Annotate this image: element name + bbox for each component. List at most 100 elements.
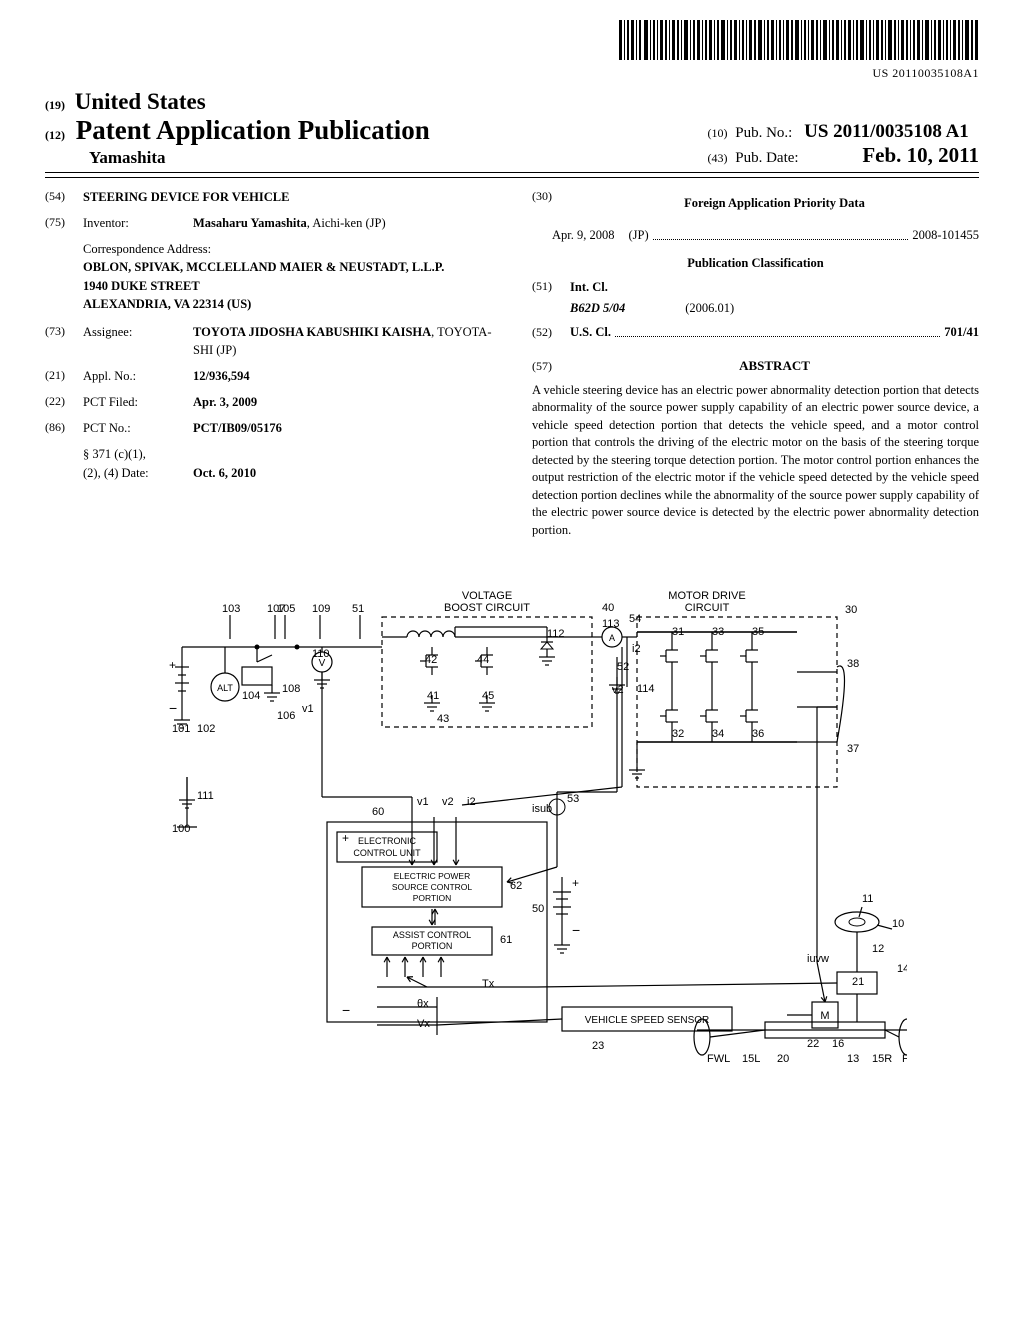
invention-title: STEERING DEVICE FOR VEHICLE xyxy=(83,188,492,206)
svg-text:ALT: ALT xyxy=(217,683,233,693)
svg-text:iuvw: iuvw xyxy=(807,953,829,965)
s371-date: Oct. 6, 2010 xyxy=(193,464,492,482)
corr-label: Correspondence Address: xyxy=(83,240,492,258)
svg-text:Tx: Tx xyxy=(482,978,495,990)
intcl-sym: B62D 5/04 xyxy=(570,299,625,317)
foreign-no: 2008-101455 xyxy=(912,226,979,244)
svg-text:CIRCUIT: CIRCUIT xyxy=(685,602,730,614)
inventor-loc: , Aichi-ken (JP) xyxy=(307,216,386,230)
svg-text:FWL: FWL xyxy=(707,1053,730,1065)
intcl-ver: (2006.01) xyxy=(685,299,734,317)
svg-text:103: 103 xyxy=(222,603,240,615)
barcode-graphic xyxy=(619,20,979,60)
svg-text:112: 112 xyxy=(547,628,565,640)
pub-type-code: (12) xyxy=(45,128,65,142)
barcode-area xyxy=(45,20,979,64)
svg-text:45: 45 xyxy=(482,690,494,702)
pct-no-code: (86) xyxy=(45,419,83,437)
assignee-code: (73) xyxy=(45,323,83,359)
svg-text:30: 30 xyxy=(845,604,857,616)
svg-text:108: 108 xyxy=(282,683,300,695)
svg-text:MOTOR DRIVE: MOTOR DRIVE xyxy=(668,590,745,602)
svg-text:−: − xyxy=(342,1002,350,1018)
svg-text:−: − xyxy=(572,922,580,938)
corr-line-0: OBLON, SPIVAK, MCCLELLAND MAIER & NEUSTA… xyxy=(83,258,492,276)
svg-text:A: A xyxy=(609,633,615,643)
svg-text:v1: v1 xyxy=(302,703,314,715)
svg-text:104: 104 xyxy=(242,690,260,702)
pct-filed-code: (22) xyxy=(45,393,83,411)
pub-no: US 2011/0035108 A1 xyxy=(804,121,969,142)
class-title: Publication Classification xyxy=(532,254,979,272)
inventor-label: Inventor: xyxy=(83,214,193,232)
svg-text:SOURCE CONTROL: SOURCE CONTROL xyxy=(392,882,473,892)
svg-text:13: 13 xyxy=(847,1053,859,1065)
right-column: (30) Foreign Application Priority Data A… xyxy=(532,188,979,539)
svg-text:23: 23 xyxy=(592,1040,604,1052)
applicant-name: Yamashita xyxy=(89,148,430,168)
svg-text:109: 109 xyxy=(312,603,330,615)
appl-no: 12/936,594 xyxy=(193,367,492,385)
svg-text:10: 10 xyxy=(892,918,904,930)
svg-text:+: + xyxy=(342,831,349,845)
uscl-code: (52) xyxy=(532,324,570,341)
svg-text:105: 105 xyxy=(277,603,295,615)
svg-text:VOLTAGE: VOLTAGE xyxy=(462,590,512,602)
svg-text:ELECTRIC POWER: ELECTRIC POWER xyxy=(394,871,471,881)
svg-text:θx: θx xyxy=(417,998,429,1010)
svg-text:106: 106 xyxy=(277,710,295,722)
svg-text:51: 51 xyxy=(352,603,364,615)
svg-text:PORTION: PORTION xyxy=(413,893,452,903)
svg-text:101: 101 xyxy=(172,723,190,735)
barcode-label: US 20110035108A1 xyxy=(45,66,979,81)
pub-type: Patent Application Publication xyxy=(76,115,430,145)
svg-text:110: 110 xyxy=(312,648,330,660)
pct-no: PCT/IB09/05176 xyxy=(193,419,492,437)
svg-text:12: 12 xyxy=(872,943,884,955)
svg-text:44: 44 xyxy=(477,654,489,666)
foreign-code: (30) xyxy=(532,188,570,218)
biblio-section: (54) STEERING DEVICE FOR VEHICLE (75) In… xyxy=(45,188,979,539)
svg-text:i2: i2 xyxy=(632,643,641,655)
svg-text:21: 21 xyxy=(852,976,864,988)
title-code: (54) xyxy=(45,188,83,206)
pub-date: Feb. 10, 2011 xyxy=(862,143,979,167)
svg-text:43: 43 xyxy=(437,713,449,725)
svg-text:+: + xyxy=(169,658,176,672)
header-row: (19) United States (12) Patent Applicati… xyxy=(45,89,979,173)
svg-text:53: 53 xyxy=(567,793,579,805)
intcl-code: (51) xyxy=(532,278,570,296)
svg-text:Vx: Vx xyxy=(417,1018,430,1030)
abstract-text: A vehicle steering device has an electri… xyxy=(532,382,979,540)
svg-text:61: 61 xyxy=(500,934,512,946)
uscl-label: U.S. Cl. xyxy=(570,323,611,341)
svg-text:50: 50 xyxy=(532,903,544,915)
foreign-country: (JP) xyxy=(629,226,649,244)
svg-text:32: 32 xyxy=(672,728,684,740)
assignee-name: TOYOTA JIDOSHA KABUSHIKI KAISHA xyxy=(193,325,431,339)
divider xyxy=(45,177,979,178)
svg-text:ELECTRONIC: ELECTRONIC xyxy=(358,836,417,846)
svg-text:VEHICLE SPEED SENSOR: VEHICLE SPEED SENSOR xyxy=(585,1015,709,1026)
s371-label: § 371 (c)(1), (2), (4) Date: xyxy=(83,445,193,481)
pct-filed: Apr. 3, 2009 xyxy=(193,393,492,411)
svg-text:41: 41 xyxy=(427,690,439,702)
svg-text:15R: 15R xyxy=(872,1053,892,1065)
svg-text:42: 42 xyxy=(425,654,437,666)
svg-text:40: 40 xyxy=(602,602,614,614)
svg-text:100: 100 xyxy=(172,823,190,835)
svg-text:36: 36 xyxy=(752,728,764,740)
inventor-name: Masaharu Yamashita xyxy=(193,216,307,230)
svg-text:11: 11 xyxy=(862,893,873,905)
svg-text:34: 34 xyxy=(712,728,724,740)
svg-text:14: 14 xyxy=(897,963,907,975)
svg-text:111: 111 xyxy=(197,790,214,802)
inventor-code: (75) xyxy=(45,214,83,232)
pct-filed-label: PCT Filed: xyxy=(83,393,193,411)
svg-text:22: 22 xyxy=(807,1038,819,1050)
corr-line-1: 1940 DUKE STREET xyxy=(83,277,492,295)
left-column: (54) STEERING DEVICE FOR VEHICLE (75) In… xyxy=(45,188,492,539)
svg-text:v1: v1 xyxy=(417,796,429,808)
pub-no-code: (10) xyxy=(708,126,728,140)
svg-text:−: − xyxy=(169,700,177,716)
